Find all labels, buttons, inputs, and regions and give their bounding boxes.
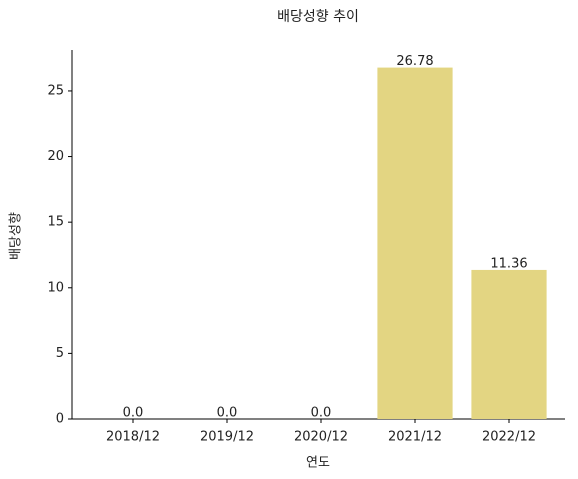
bar: [471, 269, 547, 419]
chart-title: 배당성향 추이: [277, 9, 359, 25]
y-axis-label: 배당성향: [9, 212, 24, 260]
y-tick-label: 20: [47, 149, 64, 164]
x-tick-label: 2018/12: [106, 430, 160, 445]
x-tick-label: 2021/12: [388, 430, 442, 445]
x-axis-label: 연도: [306, 456, 330, 471]
value-label: 11.36: [490, 256, 527, 271]
value-label: 0.0: [217, 406, 238, 421]
y-tick-label: 0: [56, 412, 64, 427]
bar: [377, 67, 453, 419]
x-tick-label: 2019/12: [200, 430, 254, 445]
y-tick-label: 25: [47, 83, 64, 98]
x-tick-label: 2020/12: [294, 430, 348, 445]
value-label: 0.0: [123, 406, 144, 421]
y-tick-label: 15: [47, 215, 64, 230]
value-label: 0.0: [311, 406, 332, 421]
y-tick-label: 10: [47, 280, 64, 295]
x-tick-label: 2022/12: [482, 430, 536, 445]
y-tick-label: 5: [56, 346, 64, 361]
value-label: 26.78: [396, 54, 433, 69]
